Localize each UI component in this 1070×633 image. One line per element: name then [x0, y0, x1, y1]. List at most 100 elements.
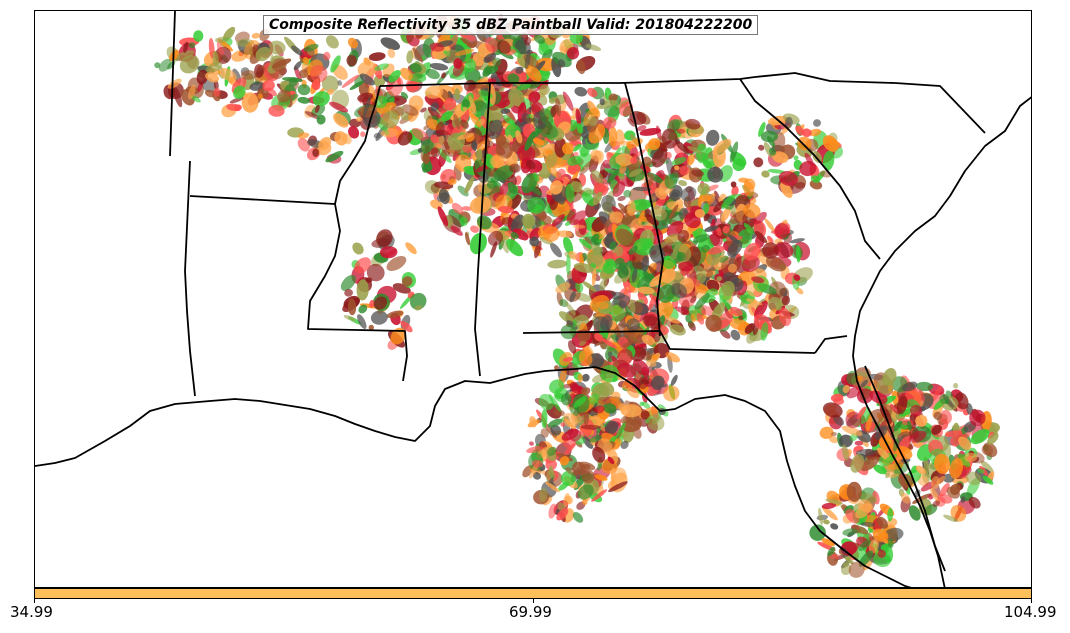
paintball-cell: [562, 357, 574, 362]
paintball-cell: [462, 106, 468, 112]
paintball-cell: [315, 104, 320, 113]
paintball-cell: [797, 136, 812, 151]
paintball-cell: [579, 144, 591, 156]
paintball-cell: [441, 111, 453, 122]
paintball-cell: [505, 238, 524, 257]
paintball-cell: [507, 181, 517, 195]
paintball-cell: [626, 200, 636, 216]
paintball-cell: [487, 230, 504, 246]
paintball-cell: [753, 211, 767, 225]
paintball-cell: [381, 110, 400, 129]
paintball-cell: [282, 77, 303, 82]
paintball-cell: [709, 233, 723, 247]
paintball-cell: [346, 54, 358, 67]
paintball-cell: [356, 279, 369, 301]
florida-peninsula-line: [864, 365, 946, 572]
paintball-cell: [939, 409, 952, 425]
paintball-cell: [896, 395, 908, 415]
paintball-cell: [340, 274, 356, 291]
paintball-cell: [594, 415, 606, 432]
paintball-cell: [910, 404, 922, 417]
paintball-cell: [615, 153, 634, 167]
paintball-cell: [630, 157, 638, 165]
paintball-cell: [915, 465, 926, 475]
paintball-cell: [830, 523, 839, 530]
paintball-cell: [349, 80, 365, 91]
paintball-cell: [492, 57, 502, 67]
paintball-cell: [468, 95, 477, 115]
paintball-cell: [205, 72, 220, 83]
paintball-cell: [573, 262, 594, 273]
colorbar-tick-label-min: 34.99: [10, 603, 53, 621]
paintball-cell: [359, 73, 375, 86]
paintball-cell: [438, 188, 450, 205]
paintball-cell: [827, 546, 836, 557]
paintball-cell: [592, 316, 610, 333]
paintball-cell: [937, 493, 953, 504]
paintball-cell: [705, 314, 722, 332]
paintball-cell: [707, 166, 724, 183]
paintball-cell: [795, 245, 801, 263]
paintball-cell: [957, 453, 971, 468]
paintball-cell: [471, 139, 478, 152]
paintball-cell: [761, 170, 770, 178]
paintball-cell: [401, 276, 413, 287]
paintball-cell: [767, 235, 774, 244]
paintball-cell: [291, 45, 303, 56]
paintball-cell: [964, 452, 978, 463]
paintball-cell: [887, 507, 894, 522]
paintball-cell: [493, 165, 514, 182]
paintball-cell: [495, 141, 513, 159]
paintball-cell: [549, 242, 563, 258]
paintball-cell: [768, 147, 777, 156]
paintball-cell: [774, 223, 790, 239]
paintball-cell: [620, 404, 642, 418]
paintball-cell: [589, 393, 600, 405]
paintball-cell: [707, 192, 716, 206]
arkansas-north-border: [169, 11, 176, 157]
paintball-cell: [689, 296, 697, 303]
paintball-cell: [669, 204, 679, 220]
paintball-cell: [193, 30, 204, 42]
paintball-cell: [640, 378, 650, 385]
paintball-cell: [822, 402, 843, 418]
paintball-cell: [574, 86, 588, 97]
paintball-cell: [721, 280, 735, 297]
paintball-cell: [489, 105, 499, 111]
paintball-cell: [712, 138, 732, 155]
paintball-cell: [487, 119, 503, 140]
paintball-cell: [522, 213, 536, 229]
paintball-cell: [830, 393, 844, 402]
paintball-cell: [454, 48, 475, 56]
paintball-cell: [626, 387, 640, 399]
paintball-cell: [468, 111, 481, 128]
paintball-cell: [330, 55, 341, 73]
paintball-cell: [588, 115, 597, 127]
paintball-cell: [409, 292, 427, 310]
paintball-cell: [775, 300, 783, 311]
paintball-cell: [649, 272, 668, 287]
paintball-cell: [977, 468, 985, 474]
paintball-cell: [932, 385, 942, 402]
paintball-cell: [569, 381, 580, 393]
paintball-cell: [430, 102, 440, 112]
paintball-cell: [577, 373, 583, 383]
paintball-cell: [573, 396, 587, 408]
paintball-cell: [447, 179, 457, 185]
paintball-cell: [623, 189, 632, 198]
paintball-cell: [590, 149, 602, 162]
paintball-cell: [982, 475, 994, 485]
paintball-cell: [852, 525, 869, 535]
paintball-cell: [380, 37, 401, 51]
paintball-cell: [804, 152, 814, 166]
paintball-cell: [188, 42, 196, 49]
paintball-cell: [738, 177, 749, 183]
paintball-cell: [255, 46, 271, 62]
paintball-cell: [562, 142, 574, 155]
paintball-cell: [422, 153, 430, 164]
paintball-cell: [524, 36, 532, 46]
paintball-cell: [233, 85, 246, 99]
paintball-cell: [615, 228, 635, 248]
colorbar-tick-mark: [533, 599, 534, 603]
paintball-cell: [517, 83, 531, 91]
